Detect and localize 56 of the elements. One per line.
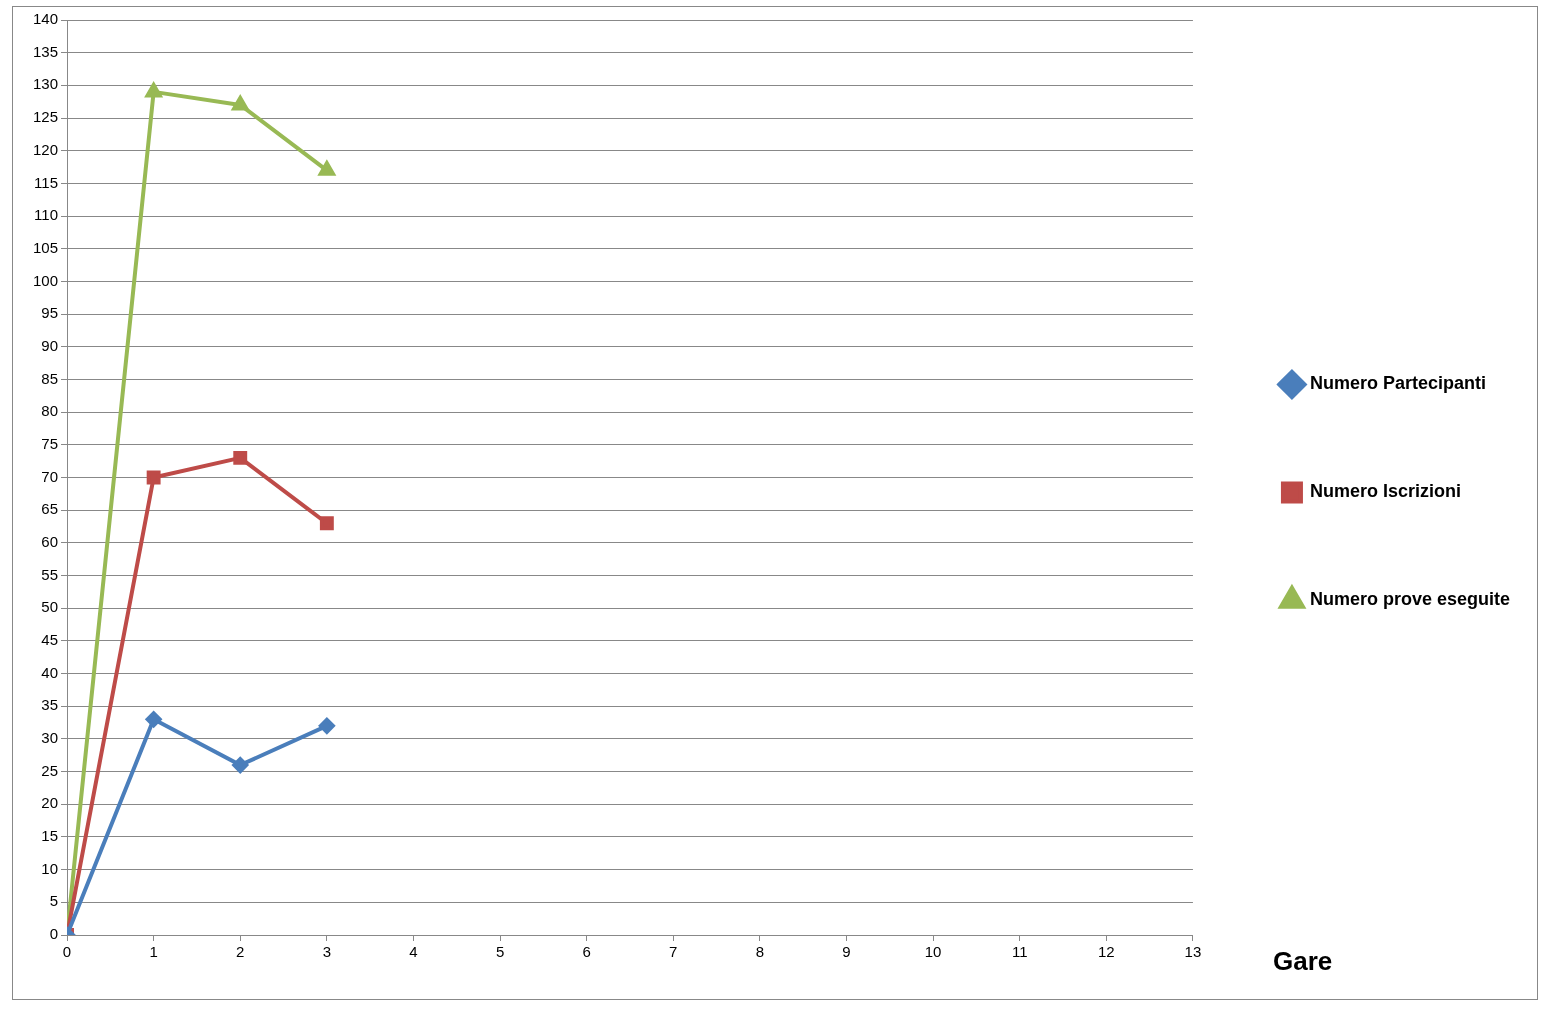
y-tick-label: 75 — [41, 434, 59, 452]
y-tick-label: 45 — [41, 631, 59, 649]
x-tick-label: 9 — [842, 943, 851, 961]
point — [232, 95, 249, 111]
y-tick-label: 95 — [41, 304, 59, 322]
y-tick-label: 30 — [41, 729, 59, 747]
y-tick-label: 50 — [41, 598, 59, 616]
y-tick-label: 120 — [33, 140, 59, 158]
y-tick-label: 70 — [41, 467, 59, 485]
x-tick-label: 0 — [62, 943, 72, 961]
y-tick-label: 60 — [41, 533, 59, 550]
point — [319, 516, 334, 531]
y-tick-label: 135 — [33, 42, 59, 60]
point — [145, 711, 162, 728]
y-tick-label: 100 — [33, 271, 59, 289]
y-tick-label: 85 — [41, 369, 59, 387]
y-tick-label: 25 — [41, 761, 59, 779]
y-tick-label: 130 — [33, 75, 59, 93]
y-tick-label: 10 — [41, 859, 59, 877]
y-tick-label: 90 — [41, 336, 59, 354]
y-tick-label: 5 — [49, 892, 59, 910]
y-tick-label: 125 — [33, 108, 59, 126]
point — [145, 82, 162, 98]
y-tick-label: 15 — [41, 827, 59, 845]
y-tick-label: 80 — [41, 402, 59, 420]
y-tick-label: 140 — [33, 10, 59, 28]
x-tick-label: 13 — [1184, 943, 1202, 961]
x-tick-label: 12 — [1097, 943, 1115, 961]
legend-label: Numero prove eseguite — [1309, 589, 1511, 610]
point — [146, 470, 161, 485]
x-tick-label: 3 — [322, 943, 332, 961]
x-tick-label: 6 — [582, 943, 591, 961]
x-tick-label: 11 — [1011, 943, 1028, 961]
y-tick-label: 115 — [34, 173, 59, 191]
legend-label: Numero Iscrizioni — [1309, 481, 1461, 502]
point — [318, 161, 335, 176]
y-tick-label: 65 — [41, 500, 59, 518]
x-tick-label: 5 — [495, 943, 505, 961]
x-tick-label: 2 — [236, 943, 245, 961]
y-tick-label: 40 — [41, 663, 59, 681]
x-tick-label: 4 — [409, 943, 418, 961]
point — [318, 717, 335, 734]
point — [232, 757, 249, 774]
x-tick-label: 10 — [924, 943, 942, 961]
y-tick-label: 0 — [49, 925, 59, 943]
y-tick-label: 105 — [33, 238, 59, 256]
y-tick-label: 110 — [34, 206, 59, 224]
y-tick-label: 35 — [41, 696, 59, 714]
y-tick-label: 55 — [41, 565, 59, 583]
x-axis-title: Gare — [1272, 946, 1333, 977]
x-tick-label: 7 — [669, 943, 678, 961]
y-tick-label: 20 — [41, 794, 59, 812]
point — [233, 450, 248, 465]
x-tick-label: 8 — [755, 943, 765, 961]
x-tick-label: 1 — [149, 943, 158, 961]
legend-label: Numero Partecipanti — [1309, 373, 1486, 394]
